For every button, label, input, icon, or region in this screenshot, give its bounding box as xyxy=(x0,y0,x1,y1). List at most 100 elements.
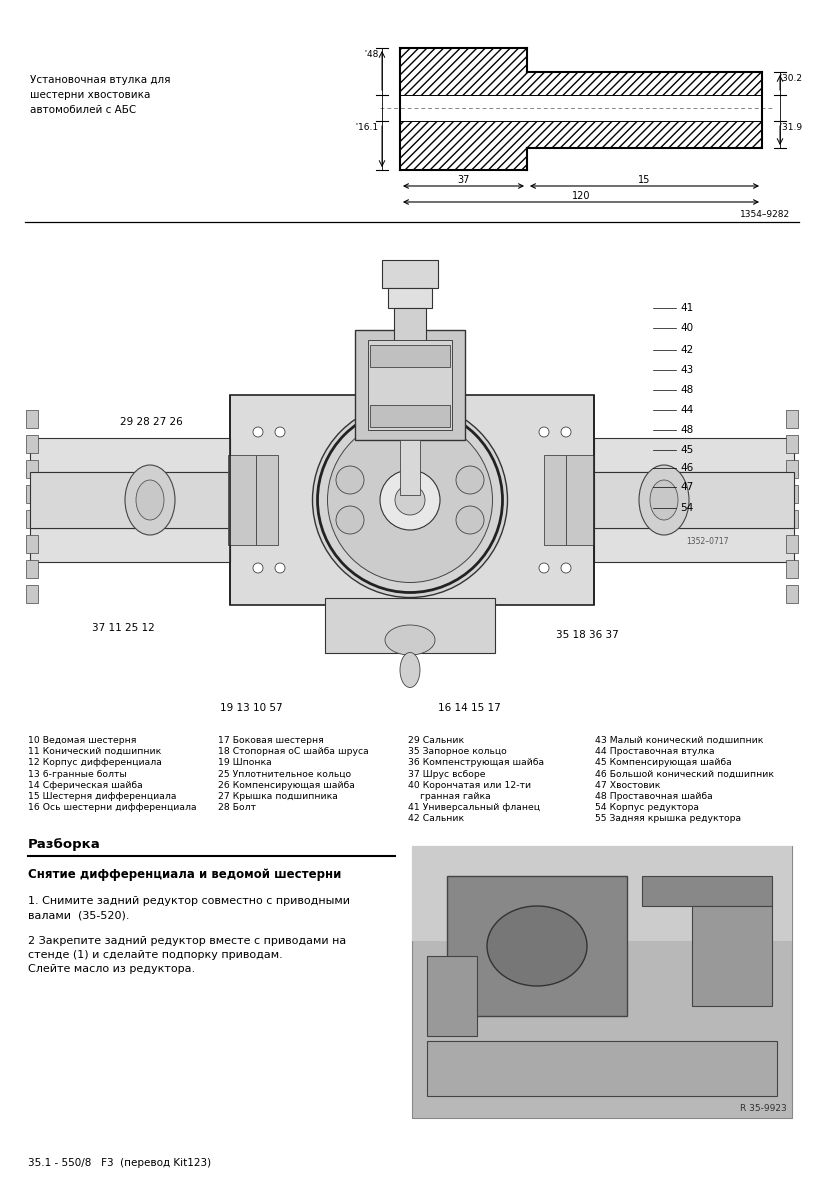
Text: 46: 46 xyxy=(680,463,693,473)
Text: 45 Компенсирующая шайба: 45 Компенсирующая шайба xyxy=(595,758,732,767)
Bar xyxy=(692,906,772,1006)
Text: ҆30.2: ҆30.2 xyxy=(783,74,803,83)
Text: 28 Болт: 28 Болт xyxy=(218,803,256,813)
Ellipse shape xyxy=(639,465,689,535)
Bar xyxy=(786,535,798,552)
Bar xyxy=(26,584,38,604)
Bar xyxy=(594,527,794,562)
Bar xyxy=(25,240,799,710)
Bar xyxy=(325,598,495,653)
Ellipse shape xyxy=(487,906,587,986)
Ellipse shape xyxy=(650,480,678,520)
Ellipse shape xyxy=(275,563,285,573)
Bar xyxy=(400,95,527,121)
Text: 29 Сальник: 29 Сальник xyxy=(408,737,464,745)
Text: 18 Стопорная оС шайба шруса: 18 Стопорная оС шайба шруса xyxy=(218,747,369,757)
Bar xyxy=(544,455,566,545)
Bar xyxy=(30,472,230,527)
Bar xyxy=(786,460,798,478)
Text: 16 14 15 17: 16 14 15 17 xyxy=(438,703,501,713)
Bar xyxy=(412,846,792,1118)
Bar xyxy=(447,876,627,1016)
Text: 120: 120 xyxy=(572,191,590,201)
Text: 54 Корпус редуктора: 54 Корпус редуктора xyxy=(595,803,699,813)
Text: 36 Компенструющая шайба: 36 Компенструющая шайба xyxy=(408,758,544,767)
Ellipse shape xyxy=(539,426,549,437)
Text: 44: 44 xyxy=(680,405,693,415)
Bar xyxy=(30,438,230,472)
Text: 11 Конический подшипник: 11 Конический подшипник xyxy=(28,747,162,757)
Text: 29 28 27 26: 29 28 27 26 xyxy=(120,417,183,426)
Bar xyxy=(786,560,798,579)
Bar xyxy=(400,121,527,170)
Bar xyxy=(527,121,762,148)
Text: 42: 42 xyxy=(680,345,693,355)
Bar xyxy=(26,435,38,453)
Ellipse shape xyxy=(385,625,435,655)
Ellipse shape xyxy=(561,426,571,437)
Text: 37 Шрус всборе: 37 Шрус всборе xyxy=(408,770,485,778)
Text: 43: 43 xyxy=(680,365,693,375)
Bar xyxy=(786,435,798,453)
Text: 43 Малый конический подшипник: 43 Малый конический подшипник xyxy=(595,737,763,745)
Ellipse shape xyxy=(312,403,508,598)
Bar xyxy=(594,438,794,472)
Text: 19 13 10 57: 19 13 10 57 xyxy=(220,703,283,713)
Polygon shape xyxy=(230,394,594,605)
Ellipse shape xyxy=(456,506,484,533)
Text: Установочная втулка для
шестерни хвостовика
автомобилей с АБС: Установочная втулка для шестерни хвостов… xyxy=(30,75,171,114)
Text: 12 Корпус дифференциала: 12 Корпус дифференциала xyxy=(28,758,162,767)
Bar xyxy=(786,584,798,604)
Text: 47 Хвостовик: 47 Хвостовик xyxy=(595,781,660,790)
Text: Разборка: Разборка xyxy=(28,838,101,851)
Text: R 35-9923: R 35-9923 xyxy=(740,1104,787,1113)
Text: 25 Уплотнительное кольцо: 25 Уплотнительное кольцо xyxy=(218,770,351,778)
Text: 35 Запорное кольцо: 35 Запорное кольцо xyxy=(408,747,507,757)
Bar xyxy=(355,330,465,440)
Bar xyxy=(368,340,452,430)
Text: 55 Задняя крышка редуктора: 55 Задняя крышка редуктора xyxy=(595,815,741,823)
Text: ҆16.1: ҆16.1 xyxy=(359,124,379,132)
Text: 46 Большой конический подшипник: 46 Большой конический подшипник xyxy=(595,770,774,778)
Text: 48 Проставочная шайба: 48 Проставочная шайба xyxy=(595,792,713,801)
Bar xyxy=(400,48,527,95)
Text: 15 Шестерня дифференциала: 15 Шестерня дифференциала xyxy=(28,792,176,801)
Bar xyxy=(26,460,38,478)
Bar xyxy=(382,260,438,287)
Text: 2 Закрепите задний редуктор вместе с приводами на
стенде (1) и сделайте подпорку: 2 Закрепите задний редуктор вместе с при… xyxy=(28,936,346,974)
Text: гранная гайка: гранная гайка xyxy=(408,792,491,801)
Text: 48: 48 xyxy=(680,385,693,394)
Text: 17 Боковая шестерня: 17 Боковая шестерня xyxy=(218,737,324,745)
Ellipse shape xyxy=(539,563,549,573)
Bar xyxy=(527,72,762,95)
Bar xyxy=(26,485,38,503)
Text: 19 Шпонка: 19 Шпонка xyxy=(218,758,272,767)
Bar xyxy=(256,455,278,545)
Text: 45: 45 xyxy=(680,446,693,455)
Ellipse shape xyxy=(136,480,164,520)
Ellipse shape xyxy=(125,465,175,535)
Ellipse shape xyxy=(561,563,571,573)
Text: 47: 47 xyxy=(680,482,693,492)
Text: 37 11 25 12: 37 11 25 12 xyxy=(92,623,155,633)
Bar xyxy=(427,956,477,1036)
Ellipse shape xyxy=(253,563,263,573)
Text: 44 Проставочная втулка: 44 Проставочная втулка xyxy=(595,747,714,757)
Text: 14 Сферическая шайба: 14 Сферическая шайба xyxy=(28,781,143,790)
Bar xyxy=(594,472,794,527)
Bar xyxy=(388,287,432,308)
Text: ҆31.9: ҆31.9 xyxy=(783,124,803,132)
Bar xyxy=(30,527,230,562)
Bar xyxy=(642,876,772,906)
Ellipse shape xyxy=(400,652,420,688)
Ellipse shape xyxy=(275,426,285,437)
Text: 42 Сальник: 42 Сальник xyxy=(408,815,464,823)
Text: 54: 54 xyxy=(680,503,693,513)
Text: ҆48: ҆48 xyxy=(368,50,379,59)
Bar xyxy=(786,485,798,503)
Ellipse shape xyxy=(456,466,484,494)
Text: 16 Ось шестерни дифференциала: 16 Ось шестерни дифференциала xyxy=(28,803,197,813)
Ellipse shape xyxy=(380,470,440,530)
Bar xyxy=(427,1041,777,1097)
Bar xyxy=(228,455,256,545)
